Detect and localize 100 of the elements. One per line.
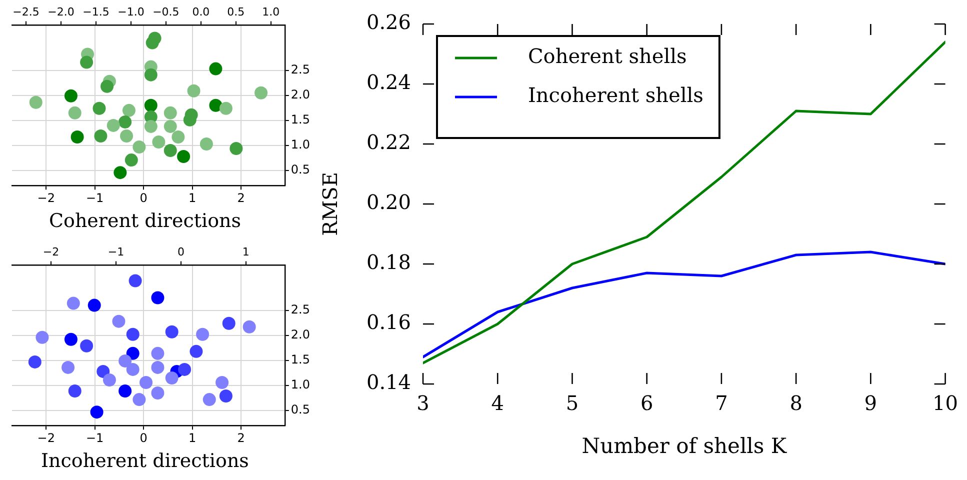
point xyxy=(200,137,213,150)
point xyxy=(128,274,142,288)
point xyxy=(126,362,140,376)
point xyxy=(216,376,229,389)
y-tick-label: 0.18 xyxy=(366,250,411,274)
x2-tick-label: 0 xyxy=(177,245,184,258)
legend-label: Coherent shells xyxy=(528,44,687,68)
point xyxy=(122,104,136,117)
x-tick-label: −2 xyxy=(37,190,55,205)
x2-tick-label: −2.5 xyxy=(12,5,40,18)
point xyxy=(164,120,177,133)
x-axis-title: Incoherent directions xyxy=(40,450,250,472)
point xyxy=(219,390,232,403)
point xyxy=(209,62,222,76)
point xyxy=(90,406,104,419)
x-tick-label: 1 xyxy=(188,190,196,205)
legend-label: Incoherent shells xyxy=(528,83,704,108)
point xyxy=(144,120,158,133)
y-tick-label: 0.5 xyxy=(290,162,310,177)
point xyxy=(62,360,75,374)
x-tick-label: −1 xyxy=(86,190,104,205)
x-tick-label: 0 xyxy=(140,190,148,205)
point xyxy=(80,339,94,352)
point xyxy=(209,98,222,112)
y-tick-label: 2.0 xyxy=(290,328,310,342)
point xyxy=(151,360,164,374)
y-axis-title: RMSE xyxy=(318,172,342,236)
x-tick-label: 3 xyxy=(416,391,430,416)
point xyxy=(114,166,127,180)
x-tick-label: 9 xyxy=(864,391,878,416)
x-tick-label: 10 xyxy=(932,391,958,416)
x2-tick-label: −2 xyxy=(42,245,60,258)
x2-tick-label: 0.5 xyxy=(227,5,245,18)
point xyxy=(66,296,80,310)
x2-tick-label: −2.0 xyxy=(48,5,74,18)
point xyxy=(118,354,132,368)
x-tick-label: 8 xyxy=(790,391,802,416)
point xyxy=(151,386,164,400)
point xyxy=(36,330,49,344)
point xyxy=(64,89,78,102)
point xyxy=(96,364,110,378)
x-tick-label: −1 xyxy=(86,430,104,445)
x2-tick-label: −1.0 xyxy=(118,5,144,18)
point xyxy=(132,393,146,406)
point xyxy=(146,36,159,50)
point xyxy=(164,144,177,158)
x-tick-label: −2 xyxy=(37,430,55,445)
x-axis-title: Coherent directions xyxy=(48,210,242,232)
point xyxy=(187,84,200,98)
point xyxy=(202,393,216,406)
x2-tick-label: −1.5 xyxy=(82,5,110,18)
x2-tick-label: 1.0 xyxy=(262,5,280,18)
point xyxy=(126,328,140,341)
point xyxy=(222,316,236,330)
x-tick-label: 0 xyxy=(140,430,148,445)
point xyxy=(124,154,138,167)
y-tick-label: 2.0 xyxy=(290,88,310,102)
x2-tick-label: 1 xyxy=(242,245,250,258)
x-tick-label: 2 xyxy=(237,190,245,205)
y-tick-label: 1.0 xyxy=(290,378,310,392)
point xyxy=(92,102,106,115)
y-tick-label: 1.5 xyxy=(290,352,310,367)
point xyxy=(28,355,42,368)
y-tick-label: 0.22 xyxy=(366,130,411,154)
y-tick-label: 2.5 xyxy=(290,62,310,76)
y-tick-label: 1.0 xyxy=(290,138,310,152)
point xyxy=(68,384,82,398)
point xyxy=(132,140,146,154)
x2-tick-label: −1 xyxy=(108,245,124,258)
x-axis-title: Number of shells K xyxy=(582,434,787,458)
point xyxy=(196,328,210,341)
x2-tick-label: −0.5 xyxy=(152,5,180,18)
x-tick-label: 2 xyxy=(237,430,245,445)
point xyxy=(29,96,42,109)
point xyxy=(151,346,164,360)
point xyxy=(118,115,132,128)
point xyxy=(88,298,101,312)
point xyxy=(100,80,114,93)
x-tick-label: 6 xyxy=(640,391,654,416)
x-tick-label: 5 xyxy=(566,391,579,416)
point xyxy=(165,371,178,384)
y-tick-label: 1.5 xyxy=(290,112,310,127)
point xyxy=(126,346,140,360)
point xyxy=(242,320,256,334)
point xyxy=(164,106,177,120)
y-tick-label: 0.26 xyxy=(366,10,411,34)
point xyxy=(219,102,232,115)
point xyxy=(106,118,120,132)
point xyxy=(64,332,78,346)
y-tick-label: 0.16 xyxy=(366,310,411,334)
point xyxy=(178,362,192,376)
point xyxy=(70,130,84,144)
point xyxy=(172,130,185,144)
point xyxy=(80,56,94,69)
point xyxy=(254,86,268,100)
y-tick-label: 0.14 xyxy=(366,370,411,394)
y-tick-label: 0.20 xyxy=(366,190,411,214)
point xyxy=(112,314,126,328)
point xyxy=(94,129,108,142)
point xyxy=(152,135,166,148)
